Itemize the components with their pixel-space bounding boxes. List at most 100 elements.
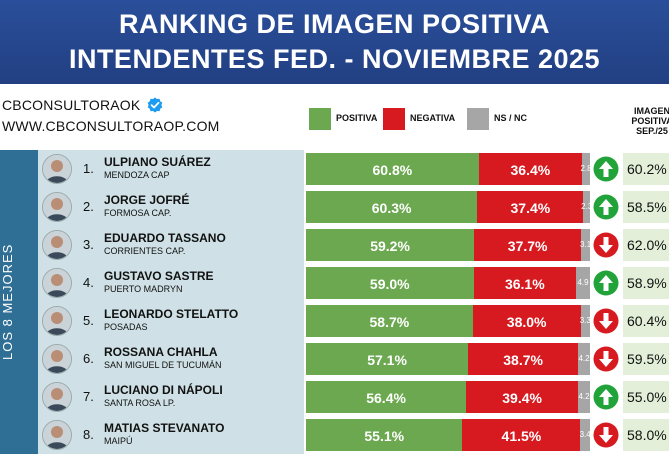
nsnc-value-label: 2.8 bbox=[580, 164, 592, 173]
positive-value-label: 58.7% bbox=[369, 314, 410, 330]
avatar bbox=[42, 230, 72, 260]
person-icon bbox=[43, 421, 71, 449]
bar-negative bbox=[462, 419, 581, 451]
rank-number: 2. bbox=[83, 199, 94, 214]
rank-number: 8. bbox=[83, 427, 94, 442]
bar-nsnc bbox=[581, 229, 590, 261]
title-banner: RANKING DE IMAGEN POSITIVA INTENDENTES F… bbox=[0, 0, 669, 84]
table-row: 1. ULPIANO SUÁREZ MENDOZA CAP 60.8% 36.4% 2.8… bbox=[0, 150, 669, 188]
previous-value-cell bbox=[623, 191, 669, 223]
bar-negative bbox=[474, 229, 582, 261]
person-name: LUCIANO DI NÁPOLI bbox=[104, 383, 223, 397]
table-row: 6. ROSSANA CHAHLA SAN MIGUEL DE TUCUMÁN 57.… bbox=[0, 340, 669, 378]
person-city: MAIPÚ bbox=[104, 436, 133, 446]
positive-value-label: 57.1% bbox=[367, 352, 407, 368]
legend-nsnc-swatch bbox=[467, 108, 489, 130]
person-city: PUERTO MADRYN bbox=[104, 284, 183, 294]
person-city: SANTA ROSA LP. bbox=[104, 398, 176, 408]
negative-value-label: 36.1% bbox=[504, 276, 545, 292]
person-icon bbox=[43, 307, 71, 335]
title-line-2: INTENDENTES FED. - NOVIEMBRE 2025 bbox=[68, 44, 601, 74]
legend-nsnc-label: NS / NC bbox=[494, 113, 528, 123]
bar-negative bbox=[477, 191, 584, 223]
person-city: CORRIENTES CAP. bbox=[104, 246, 186, 256]
previous-value-cell bbox=[623, 343, 669, 375]
rank-number: 5. bbox=[83, 313, 94, 328]
person-icon bbox=[43, 231, 71, 259]
bar-nsnc bbox=[576, 267, 590, 299]
avatar bbox=[42, 420, 72, 450]
arrow-down-icon bbox=[593, 422, 619, 448]
person-icon bbox=[43, 383, 71, 411]
positive-value-label: 60.3% bbox=[371, 200, 412, 216]
previous-value-cell bbox=[623, 229, 669, 261]
bar-positive bbox=[306, 305, 473, 337]
arrow-up-icon bbox=[593, 194, 619, 220]
rank-number: 1. bbox=[83, 161, 94, 176]
previous-value-cell bbox=[623, 267, 669, 299]
table-row: 5. LEONARDO STELATTO POSADAS 58.7% 38.0% 3.3 6… bbox=[0, 302, 669, 340]
previous-value: 59.5% bbox=[627, 351, 667, 367]
avatar bbox=[42, 154, 72, 184]
negative-value-label: 39.4% bbox=[502, 390, 542, 406]
avatar bbox=[42, 344, 72, 374]
negative-value-label: 38.0% bbox=[506, 314, 547, 330]
person-city: MENDOZA CAP bbox=[104, 170, 170, 180]
bar-nsnc bbox=[580, 419, 590, 451]
rank-number: 4. bbox=[83, 275, 94, 290]
avatar bbox=[42, 192, 72, 222]
person-name: JORGE JOFRÉ bbox=[104, 193, 190, 207]
legend-negative-swatch bbox=[383, 108, 405, 130]
previous-period-header: IMAGEN POSITIVA SEP./25 bbox=[622, 106, 669, 136]
previous-value-cell bbox=[623, 153, 669, 185]
previous-value: 55.0% bbox=[627, 389, 667, 405]
person-icon bbox=[43, 269, 71, 297]
positive-value-label: 56.4% bbox=[366, 390, 406, 406]
previous-header-line-2: POSITIVA bbox=[631, 116, 669, 126]
person-icon bbox=[43, 193, 71, 221]
previous-value: 58.9% bbox=[627, 275, 667, 291]
nsnc-value-label: 4.9 bbox=[577, 278, 589, 287]
previous-value-cell bbox=[623, 381, 669, 413]
bar-negative bbox=[468, 343, 579, 375]
arrow-up-icon bbox=[593, 270, 619, 296]
positive-value-label: 55.1% bbox=[364, 428, 405, 444]
bar-positive bbox=[306, 191, 478, 223]
bar-nsnc bbox=[578, 343, 590, 375]
bar-positive bbox=[306, 381, 467, 413]
positive-value-label: 60.8% bbox=[372, 162, 413, 178]
person-name: ULPIANO SUÁREZ bbox=[104, 155, 211, 169]
verified-badge-icon bbox=[147, 97, 162, 113]
nsnc-value-label: 3.1 bbox=[580, 240, 592, 249]
bar-negative bbox=[478, 153, 583, 185]
brand-handle: CBCONSULTORAOK bbox=[2, 97, 163, 113]
bar-positive bbox=[306, 229, 475, 261]
person-name: EDUARDO TASSANO bbox=[104, 231, 226, 245]
legend-positive-swatch bbox=[309, 108, 331, 130]
nsnc-value-label: 4.2 bbox=[578, 392, 590, 401]
bar-negative bbox=[466, 381, 579, 413]
rank-number: 6. bbox=[83, 351, 94, 366]
negative-value-label: 38.7% bbox=[503, 352, 543, 368]
previous-value: 60.2% bbox=[627, 161, 667, 177]
person-icon bbox=[43, 345, 71, 373]
rank-number: 3. bbox=[83, 237, 94, 252]
person-name: MATIAS STEVANATO bbox=[104, 421, 225, 435]
arrow-up-icon bbox=[593, 384, 619, 410]
bar-nsnc bbox=[578, 381, 590, 413]
person-name: LEONARDO STELATTO bbox=[104, 307, 239, 321]
legend-positive-label: POSITIVA bbox=[336, 113, 378, 123]
table-row: 3. EDUARDO TASSANO CORRIENTES CAP. 59.2% 37.… bbox=[0, 226, 669, 264]
nsnc-value-label: 4.2 bbox=[578, 354, 590, 363]
names-panel bbox=[38, 150, 304, 454]
negative-value-label: 37.7% bbox=[507, 238, 548, 254]
brand-website: WWW.CBCONSULTORAOP.COM bbox=[2, 118, 220, 134]
bar-negative bbox=[473, 267, 577, 299]
arrow-up-icon bbox=[593, 156, 619, 182]
nsnc-value-label: 2.3 bbox=[581, 202, 593, 211]
avatar bbox=[42, 382, 72, 412]
previous-header-line-1: IMAGEN bbox=[634, 106, 669, 116]
previous-value: 58.5% bbox=[627, 199, 667, 215]
person-city: SAN MIGUEL DE TUCUMÁN bbox=[104, 360, 222, 370]
arrow-down-icon bbox=[593, 346, 619, 372]
